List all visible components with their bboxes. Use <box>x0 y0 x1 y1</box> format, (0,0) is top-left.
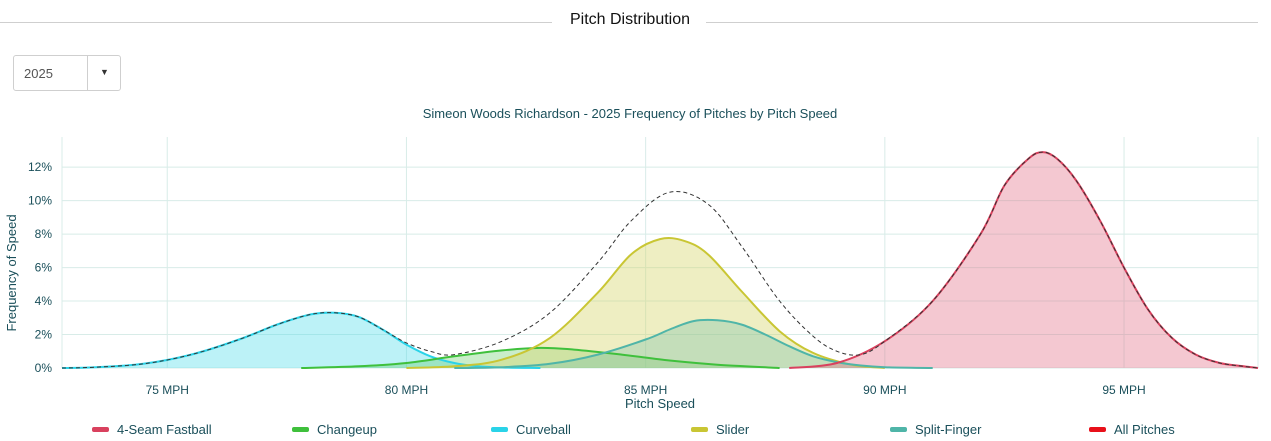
series-line-split-finger <box>454 318 933 369</box>
page-title: Pitch Distribution <box>569 11 691 28</box>
series-area-4-seam-fastball <box>789 152 1258 368</box>
y-axis-ticks: 0% 2% 4% 6% 8% 10% 12% <box>28 160 52 375</box>
legend-label: Slider <box>716 422 750 437</box>
y-tick-label: 10% <box>28 194 52 208</box>
x-axis-title: Pitch Speed <box>625 396 695 411</box>
series-line-changeup <box>301 346 780 369</box>
series-area-changeup <box>301 347 780 368</box>
header-divider-left <box>0 22 552 23</box>
year-select[interactable]: 2025 ▼ <box>13 55 121 91</box>
x-axis-ticks: 75 MPH 80 MPH 85 MPH 90 MPH 95 MPH <box>146 383 1146 397</box>
series-area-curveball <box>62 312 541 368</box>
select-divider <box>87 56 88 90</box>
y-tick-label: 0% <box>35 361 53 375</box>
legend-label: Curveball <box>516 422 571 437</box>
legend-swatch <box>691 427 708 432</box>
y-tick-label: 12% <box>28 160 52 174</box>
legend-label: All Pitches <box>1114 422 1175 437</box>
pitch-speed-chart: Simeon Woods Richardson - 2025 Frequency… <box>4 106 1259 411</box>
chart-grid <box>61 137 1259 369</box>
x-tick-label: 80 MPH <box>385 383 428 397</box>
legend-label: Split-Finger <box>915 422 982 437</box>
x-tick-label: 75 MPH <box>146 383 189 397</box>
legend-swatch <box>1089 427 1106 432</box>
legend-label: Changeup <box>317 422 377 437</box>
legend-swatch <box>491 427 508 432</box>
legend-label: 4-Seam Fastball <box>117 422 212 437</box>
x-tick-label: 85 MPH <box>624 383 667 397</box>
legend-swatch <box>890 427 907 432</box>
header-divider-right <box>706 22 1258 23</box>
chart-legend: 4-Seam Fastball Changeup Curveball Slider Sp… <box>0 420 1271 441</box>
x-tick-label: 95 MPH <box>1102 383 1145 397</box>
y-tick-label: 8% <box>35 227 53 241</box>
y-axis-title: Frequency of Speed <box>4 214 19 331</box>
series-area-split-finger <box>454 319 933 368</box>
x-tick-label: 90 MPH <box>863 383 906 397</box>
series-lines <box>61 151 1259 369</box>
section-header: Pitch Distribution <box>0 0 1271 44</box>
y-tick-label: 4% <box>35 294 53 308</box>
chart-title: Simeon Woods Richardson - 2025 Frequency… <box>423 106 838 121</box>
series-line-slider <box>406 237 885 369</box>
y-tick-label: 6% <box>35 261 53 275</box>
legend-swatch <box>92 427 109 432</box>
y-tick-label: 2% <box>35 328 53 342</box>
legend-swatch <box>292 427 309 432</box>
year-select-value: 2025 <box>24 66 53 81</box>
chevron-down-icon[interactable]: ▼ <box>100 67 109 77</box>
